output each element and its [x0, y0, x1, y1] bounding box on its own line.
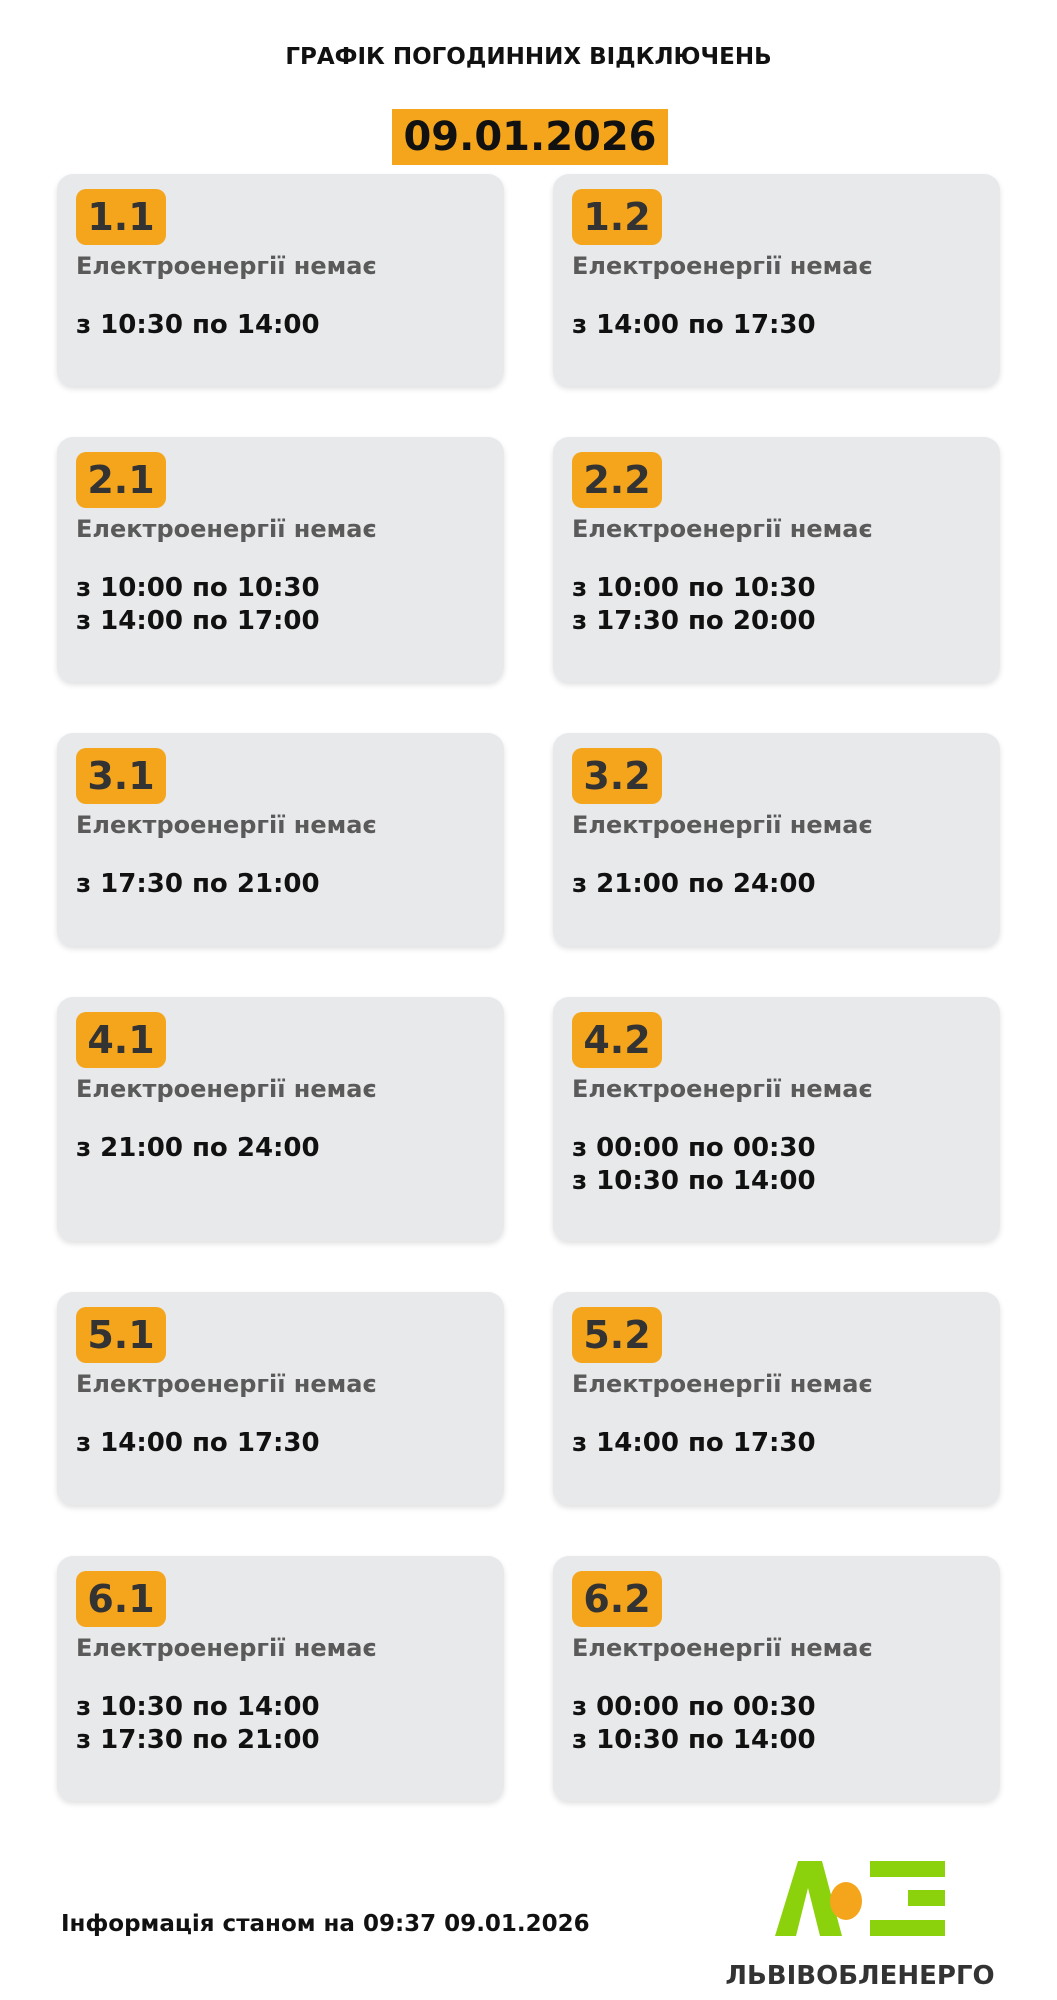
group-status: Електроенергії немає	[76, 252, 377, 280]
group-card: 3.2 Електроенергії немає з 21:00 по 24:00	[553, 733, 1000, 946]
outage-interval: з 10:00 по 10:30	[76, 573, 320, 603]
group-badge: 1.2	[572, 189, 662, 245]
group-status: Електроенергії немає	[572, 515, 873, 543]
outage-times: з 21:00 по 24:00	[76, 1132, 320, 1165]
group-badge: 6.1	[76, 1571, 166, 1627]
outage-times: з 21:00 по 24:00	[572, 868, 816, 901]
outage-times: з 17:30 по 21:00	[76, 868, 320, 901]
outage-interval: з 21:00 по 24:00	[572, 869, 816, 899]
schedule-date: 09.01.2026	[392, 109, 668, 165]
outage-interval: з 14:00 по 17:30	[572, 310, 816, 340]
logo-mark-icon	[775, 1861, 945, 1936]
group-badge: 2.1	[76, 452, 166, 508]
group-status: Електроенергії немає	[76, 1370, 377, 1398]
group-status: Електроенергії немає	[572, 252, 873, 280]
group-card: 5.1 Електроенергії немає з 14:00 по 17:30	[57, 1292, 504, 1505]
group-card: 4.1 Електроенергії немає з 21:00 по 24:00	[57, 997, 504, 1241]
outage-interval: з 10:00 по 10:30	[572, 573, 816, 603]
group-card: 1.1 Електроенергії немає з 10:30 по 14:00	[57, 174, 504, 386]
outage-interval: з 00:00 по 00:30	[572, 1133, 816, 1163]
outage-interval: з 17:30 по 20:00	[572, 606, 816, 636]
group-card: 6.2 Електроенергії немає з 00:00 по 00:30 з…	[553, 1556, 1000, 1801]
group-status: Електроенергії немає	[76, 811, 377, 839]
logo-text: ЛЬВІВОБЛЕНЕРГО	[725, 1961, 995, 1991]
outage-interval: з 10:30 по 14:00	[572, 1725, 816, 1755]
outage-times: з 10:30 по 14:00	[76, 309, 320, 342]
outage-interval: з 17:30 по 21:00	[76, 1725, 320, 1755]
group-badge: 5.2	[572, 1307, 662, 1363]
outage-interval: з 14:00 по 17:30	[76, 1428, 320, 1458]
group-status: Електроенергії немає	[76, 515, 377, 543]
outage-interval: з 10:30 по 14:00	[572, 1166, 816, 1196]
group-status: Електроенергії немає	[572, 811, 873, 839]
group-card: 4.2 Електроенергії немає з 00:00 по 00:30 з…	[553, 997, 1000, 1241]
group-badge: 4.1	[76, 1012, 166, 1068]
group-status: Електроенергії немає	[572, 1634, 873, 1662]
company-logo: ЛЬВІВОБЛЕНЕРГО	[720, 1858, 1000, 2000]
outage-times: з 14:00 по 17:30	[76, 1427, 320, 1460]
group-badge: 6.2	[572, 1571, 662, 1627]
outage-interval: з 14:00 по 17:00	[76, 606, 320, 636]
group-badge: 3.1	[76, 748, 166, 804]
group-status: Електроенергії немає	[76, 1634, 377, 1662]
info-timestamp: Інформація станом на 09:37 09.01.2026	[61, 1911, 590, 1937]
group-status: Електроенергії немає	[572, 1370, 873, 1398]
page-title: ГРАФІК ПОГОДИННИХ ВІДКЛЮЧЕНЬ	[285, 44, 772, 70]
outage-times: з 10:30 по 14:00 з 17:30 по 21:00	[76, 1691, 320, 1757]
outage-interval: з 10:30 по 14:00	[76, 310, 320, 340]
outage-times: з 00:00 по 00:30 з 10:30 по 14:00	[572, 1132, 816, 1198]
group-badge: 1.1	[76, 189, 166, 245]
outage-times: з 14:00 по 17:30	[572, 309, 816, 342]
outage-times: з 10:00 по 10:30 з 17:30 по 20:00	[572, 572, 816, 638]
group-card: 1.2 Електроенергії немає з 14:00 по 17:30	[553, 174, 1000, 386]
group-badge: 2.2	[572, 452, 662, 508]
outage-interval: з 17:30 по 21:00	[76, 869, 320, 899]
group-badge: 4.2	[572, 1012, 662, 1068]
outage-interval: з 21:00 по 24:00	[76, 1133, 320, 1163]
group-badge: 5.1	[76, 1307, 166, 1363]
outage-times: з 00:00 по 00:30 з 10:30 по 14:00	[572, 1691, 816, 1757]
outage-times: з 10:00 по 10:30 з 14:00 по 17:00	[76, 572, 320, 638]
group-card: 5.2 Електроенергії немає з 14:00 по 17:30	[553, 1292, 1000, 1505]
group-card: 2.1 Електроенергії немає з 10:00 по 10:30 з…	[57, 437, 504, 682]
group-badge: 3.2	[572, 748, 662, 804]
group-card: 3.1 Електроенергії немає з 17:30 по 21:00	[57, 733, 504, 946]
outage-times: з 14:00 по 17:30	[572, 1427, 816, 1460]
outage-interval: з 10:30 по 14:00	[76, 1692, 320, 1722]
outage-interval: з 00:00 по 00:30	[572, 1692, 816, 1722]
group-status: Електроенергії немає	[572, 1075, 873, 1103]
outage-interval: з 14:00 по 17:30	[572, 1428, 816, 1458]
group-card: 2.2 Електроенергії немає з 10:00 по 10:30 з…	[553, 437, 1000, 682]
group-card: 6.1 Електроенергії немає з 10:30 по 14:00 з…	[57, 1556, 504, 1801]
group-status: Електроенергії немає	[76, 1075, 377, 1103]
